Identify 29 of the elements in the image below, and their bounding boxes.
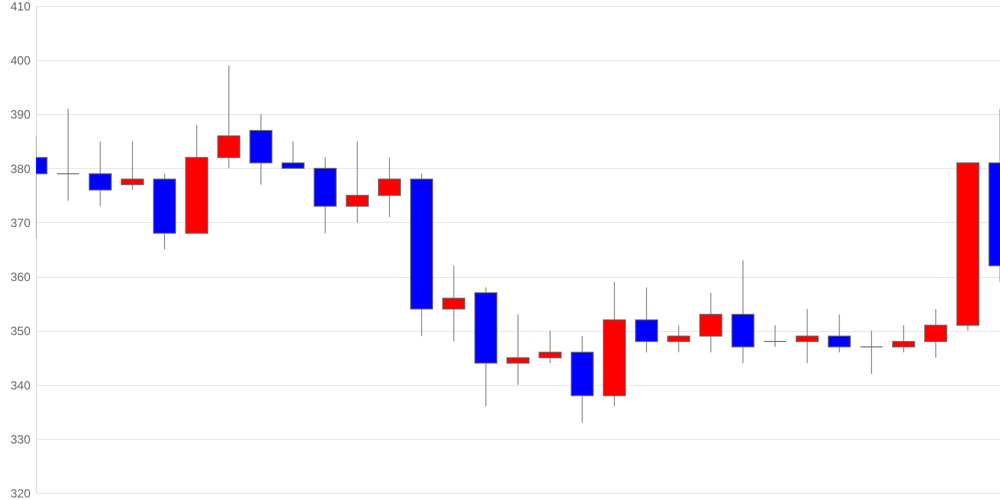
candlestick	[796, 308, 819, 364]
candlestick	[538, 330, 562, 364]
candlestick	[892, 324, 916, 353]
candlestick	[282, 140, 305, 169]
y-tick-label: 380	[10, 162, 31, 176]
candlestick	[217, 65, 240, 169]
y-tick-label: 410	[10, 0, 31, 14]
candlestick	[88, 140, 112, 207]
y-tick-label: 330	[10, 432, 31, 446]
candlestick	[764, 324, 787, 348]
candlestick	[667, 324, 690, 353]
candlestick	[699, 292, 722, 353]
candlestick	[828, 314, 851, 353]
candlestick	[56, 108, 80, 202]
candlestick	[506, 314, 530, 386]
candlestick	[378, 157, 401, 218]
y-tick-label: 370	[10, 216, 31, 230]
candlestick	[120, 140, 144, 190]
y-tick-label: 350	[10, 324, 31, 338]
y-tick-label: 400	[10, 54, 31, 68]
candlestick	[860, 330, 883, 374]
candlestick	[635, 286, 658, 353]
y-tick-label: 340	[10, 378, 31, 392]
candlestick	[442, 265, 466, 342]
candlestick	[346, 140, 369, 223]
candlestick	[924, 308, 948, 358]
y-tick-label: 360	[10, 270, 31, 284]
y-tick-label: 390	[10, 108, 31, 122]
y-tick-label: 320	[10, 486, 31, 500]
